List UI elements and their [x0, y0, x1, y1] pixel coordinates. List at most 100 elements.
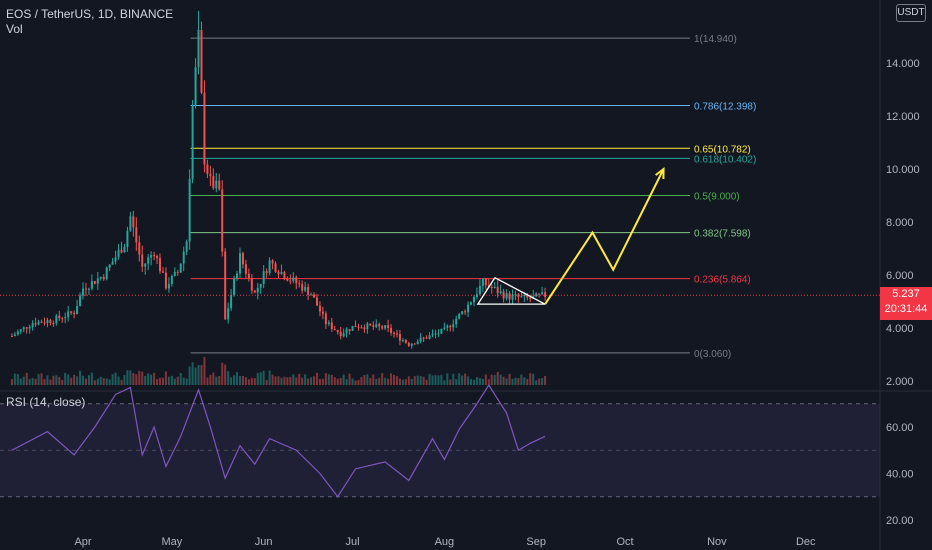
volume-bar: [170, 375, 173, 385]
volume-bar: [70, 377, 73, 385]
candle-body: [209, 173, 212, 176]
candle-body: [268, 260, 271, 273]
candle-body: [378, 324, 381, 327]
candle-body: [233, 278, 236, 296]
volume-bar: [191, 362, 194, 385]
volume-bar: [161, 377, 164, 385]
candle-body: [10, 335, 13, 337]
volume-bar: [446, 373, 449, 385]
candle-body: [357, 326, 360, 328]
candle-body: [470, 302, 473, 305]
volume-bar: [484, 374, 487, 385]
candle-body: [161, 271, 164, 273]
volume-bar: [541, 377, 544, 385]
time-tick-label: Dec: [796, 536, 816, 548]
time-tick-label: Jul: [346, 536, 360, 548]
candle-body: [428, 335, 431, 339]
price-tick-label: 6.000: [886, 270, 914, 282]
volume-bar: [351, 378, 354, 385]
candle-body: [372, 325, 375, 327]
candle-body: [336, 330, 339, 332]
volume-bar: [212, 372, 215, 385]
volume-label[interactable]: Vol: [6, 22, 23, 36]
volume-bar: [164, 371, 167, 385]
time-tick-label: Jun: [255, 536, 273, 548]
candle-body: [472, 297, 475, 303]
volume-bar: [292, 374, 295, 385]
candle-body: [333, 329, 336, 331]
candle-body: [452, 324, 455, 328]
candle-body: [274, 263, 277, 272]
candle-body: [227, 308, 230, 320]
candle-body: [111, 261, 114, 265]
candle-body: [475, 294, 478, 298]
candle-body: [82, 288, 84, 296]
volume-bar: [173, 378, 176, 385]
volume-bar: [464, 373, 467, 385]
candle-body: [126, 230, 129, 247]
candle-body: [422, 337, 425, 339]
candle-body: [164, 272, 167, 289]
fib-level-label: 1(14.940): [694, 34, 737, 45]
candle-body: [176, 271, 179, 273]
volume-bar: [307, 378, 310, 385]
candle-body: [366, 323, 369, 330]
candle-body: [230, 295, 233, 309]
volume-bar: [209, 374, 212, 385]
volume-bar: [268, 370, 271, 385]
candle-body: [49, 320, 52, 323]
volume-bar: [455, 379, 458, 385]
volume-bar: [428, 373, 431, 385]
candle-body: [132, 216, 135, 228]
candle-body: [443, 327, 446, 329]
candle-body: [173, 271, 176, 276]
candle-body: [262, 271, 265, 284]
candle-body: [277, 271, 280, 275]
candle-body: [327, 322, 330, 325]
volume-bar: [218, 375, 221, 385]
candle-body: [505, 293, 508, 299]
candle-body: [508, 293, 511, 300]
volume-bar: [431, 375, 434, 385]
volume-bar: [505, 378, 508, 385]
volume-bar: [393, 374, 396, 385]
volume-bar: [363, 375, 366, 385]
volume-bar: [342, 374, 345, 385]
candle-body: [22, 327, 25, 330]
time-tick-label: Oct: [616, 536, 633, 548]
volume-bar: [511, 378, 514, 385]
volume-bar: [449, 379, 452, 385]
volume-bar: [318, 378, 321, 385]
candle-body: [256, 287, 259, 293]
volume-bar: [532, 373, 535, 385]
volume-bar: [490, 374, 493, 385]
candle-body: [292, 277, 295, 281]
volume-bar: [230, 377, 233, 385]
volume-bar: [64, 372, 67, 385]
volume-bar: [22, 376, 25, 385]
volume-bar: [43, 379, 46, 385]
candle-body: [58, 315, 61, 319]
volume-bar: [434, 375, 437, 385]
price-tick-label: 2.000: [886, 376, 914, 388]
candle-body: [526, 294, 529, 298]
volume-bar: [298, 373, 301, 385]
volume-bar: [87, 375, 90, 385]
candle-body: [339, 331, 342, 337]
candle-body: [16, 331, 19, 335]
volume-bar: [108, 379, 111, 385]
candle-body: [541, 292, 544, 295]
symbol-title[interactable]: EOS / TetherUS, 1D, BINANCE: [6, 7, 174, 21]
rsi-legend[interactable]: RSI (14, close): [6, 395, 86, 409]
candle-body: [250, 277, 253, 291]
candle-body: [55, 315, 58, 324]
volume-bars: [10, 357, 547, 385]
volume-bar: [37, 374, 40, 385]
candle-body: [102, 276, 105, 280]
candle-body: [318, 305, 321, 312]
candle-body: [384, 325, 387, 329]
candle-body: [244, 264, 247, 274]
currency-badge[interactable]: USDT: [896, 4, 926, 22]
volume-bar: [475, 377, 478, 385]
